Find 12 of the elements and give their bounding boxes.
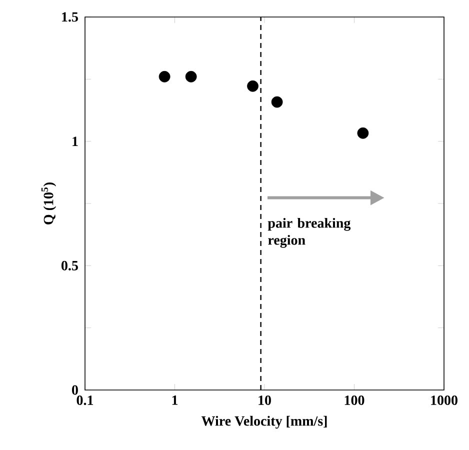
x-tick-label: 1 — [172, 396, 178, 405]
x-tick-label: 100 — [344, 396, 364, 405]
x-axis-title: Wire Velocity [mm/s] — [201, 416, 327, 429]
y-tick-label: 0 — [72, 385, 78, 395]
x-tick-label: 1000 — [431, 396, 458, 405]
x-tick-label: 0.1 — [76, 396, 94, 406]
y-axis-title: Q (10$^{5}$) — [41, 182, 56, 224]
y-tick-label: 0.5 — [62, 260, 78, 270]
x-tick-label: 10 — [258, 396, 271, 405]
y-tick-label: 1 — [72, 136, 78, 146]
y-tick-label: 1.5 — [62, 12, 78, 22]
annotation: pair breaking region — [268, 218, 351, 248]
